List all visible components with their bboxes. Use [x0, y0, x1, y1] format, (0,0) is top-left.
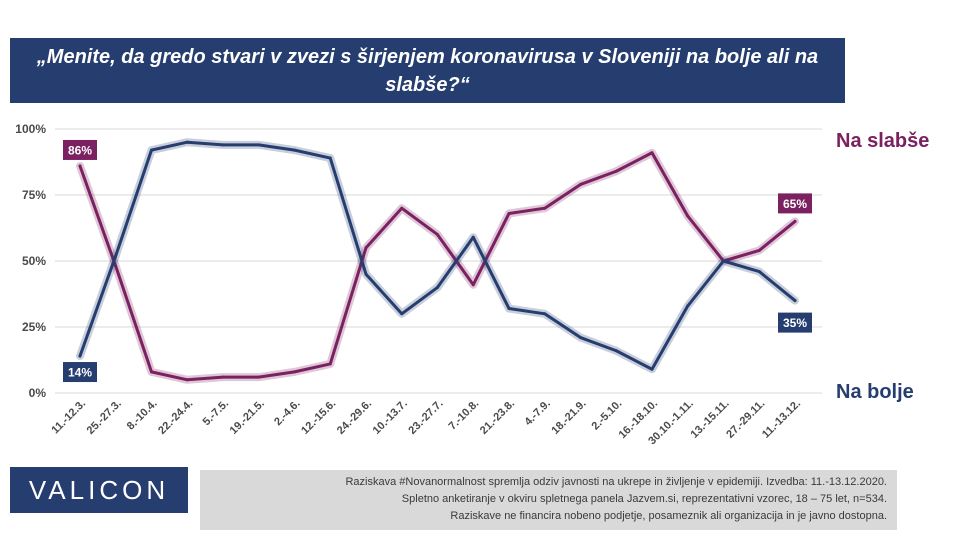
x-tick-label: 23.-27.7.: [406, 398, 445, 437]
data-label-box: [778, 193, 812, 214]
series-lines: [76, 138, 799, 384]
data-point: [579, 182, 582, 186]
x-tick-label: 18.-21.9.: [549, 398, 588, 437]
data-point: [793, 299, 797, 303]
data-point: [257, 375, 261, 379]
data-labels: 86% 65% 14% 35%: [63, 139, 812, 383]
x-tick-label: 8.-10.4.: [125, 398, 160, 433]
data-label-text: 35%: [783, 316, 807, 330]
series-line-na-slabse: [78, 151, 797, 382]
data-point: [686, 214, 690, 218]
y-tick-label: 75%: [22, 188, 46, 202]
x-tick-label: 11.-12.3.: [49, 398, 88, 437]
data-label-text: 86%: [68, 143, 92, 157]
data-label-text: 14%: [68, 366, 92, 380]
data-label: 35%: [778, 312, 812, 333]
x-tick-label: 11.-13.12.: [760, 398, 803, 441]
x-tick-label: 4.-7.9.: [522, 398, 553, 429]
data-point: [150, 370, 153, 374]
line-chart: 0% 25% 50% 75% 100% 11.-12.3.25.-27.3. 8.-10.…: [15, 122, 822, 448]
data-label: 65%: [778, 193, 812, 214]
footnote-line-3: Raziskave ne financira nobeno podjetje, …: [450, 510, 887, 522]
x-tick-label: 21.-23.8.: [478, 398, 517, 437]
data-label-box: [63, 139, 97, 160]
series-glow-0: [76, 148, 799, 384]
data-point: [185, 140, 189, 144]
x-tick-label: 5.-7.5.: [201, 398, 232, 429]
data-point: [364, 246, 368, 250]
legend-na-slabse: Na slabše: [836, 130, 930, 152]
legend-na-bolje: Na bolje: [836, 381, 914, 403]
data-point: [507, 307, 511, 311]
x-tick-label: 10.-13.7.: [371, 398, 410, 437]
data-point: [757, 248, 761, 252]
data-point: [257, 143, 261, 147]
data-point: [507, 211, 511, 215]
data-point: [436, 285, 439, 289]
data-point: [400, 312, 404, 316]
data-point: [221, 143, 225, 147]
x-tick-label: 22.-24.4.: [156, 398, 195, 437]
data-point: [328, 362, 332, 366]
x-tick-label: 19.-21.5.: [228, 398, 267, 437]
data-label: 14%: [63, 362, 97, 383]
y-tick-label: 50%: [22, 254, 46, 268]
data-point: [221, 375, 225, 379]
data-point: [757, 270, 761, 274]
y-tick-label: 25%: [22, 320, 46, 334]
data-point: [293, 148, 296, 152]
footnote-line-1: Raziskava #Novanormalnost spremlja odziv…: [345, 476, 887, 488]
data-point: [543, 312, 547, 316]
data-point: [293, 370, 296, 374]
footnote-box: Raziskava #Novanormalnost spremlja odziv…: [200, 470, 897, 530]
data-point: [579, 336, 582, 340]
x-tick-label: 2.-5.10.: [590, 398, 625, 433]
data-point: [614, 169, 618, 173]
x-tick-label: 24.-29.6.: [335, 398, 374, 437]
data-point: [78, 354, 82, 358]
grid-lines: [55, 128, 822, 394]
data-label: 86%: [63, 139, 97, 160]
x-tick-label: 12.-15.6.: [299, 398, 338, 437]
data-point: [114, 254, 118, 258]
data-point: [78, 164, 82, 168]
data-point: [150, 148, 153, 152]
chart-title: „Menite, da gredo stvari v zvezi s širje…: [10, 38, 845, 103]
data-point: [400, 206, 404, 210]
data-label-text: 65%: [783, 197, 807, 211]
data-point: [650, 367, 654, 371]
data-point: [328, 156, 332, 160]
data-point: [614, 349, 618, 353]
data-point: [722, 259, 725, 263]
data-point: [650, 151, 654, 155]
series-glow-1: [76, 138, 799, 374]
y-tick-label: 0%: [29, 386, 47, 400]
data-point: [471, 283, 475, 287]
x-tick-label: 7.-10.8.: [447, 398, 482, 433]
data-point: [364, 272, 368, 276]
data-point: [543, 206, 547, 210]
data-label-box: [778, 312, 812, 333]
x-axis-tick-labels: 11.-12.3.25.-27.3. 8.-10.4.22.-24.4. 5.-7.…: [49, 398, 803, 448]
data-point: [471, 235, 475, 239]
data-point: [185, 378, 189, 382]
data-point: [436, 233, 439, 237]
data-point: [114, 264, 118, 268]
y-axis-tick-labels: 0% 25% 50% 75% 100%: [15, 122, 46, 400]
footnote-line-2: Spletno anketiranje v okviru spletnega p…: [401, 493, 887, 505]
data-point: [686, 304, 690, 308]
series-line-na-bolje: [78, 140, 797, 371]
x-tick-label: 2.-4.6.: [272, 398, 303, 429]
data-label-box: [63, 362, 97, 383]
valicon-logo: VALICON: [10, 467, 188, 513]
y-tick-label: 100%: [15, 122, 46, 136]
x-tick-label: 25.-27.3.: [85, 398, 124, 437]
data-point: [793, 219, 797, 223]
